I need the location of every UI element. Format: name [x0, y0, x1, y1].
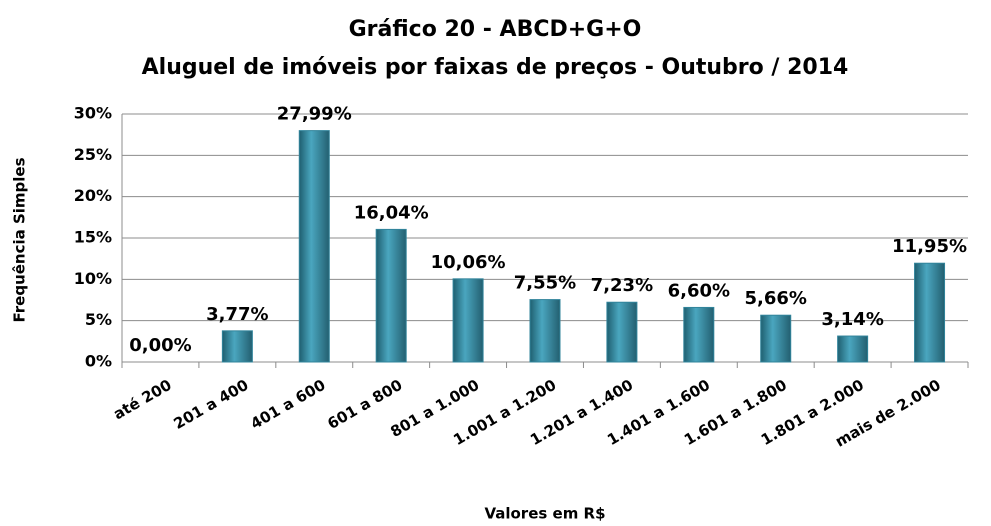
- data-label: 10,06%: [431, 252, 506, 273]
- y-axis-label: Frequência Simples: [11, 157, 29, 322]
- data-label: 6,60%: [668, 280, 730, 301]
- bar: [837, 335, 869, 363]
- bar: [529, 299, 561, 363]
- data-label: 7,55%: [514, 273, 576, 294]
- data-label: 0,00%: [129, 335, 191, 356]
- bar: [221, 330, 253, 363]
- data-label: 7,23%: [591, 275, 653, 296]
- y-tick-label: 0%: [85, 352, 112, 371]
- y-tick-label: 10%: [74, 269, 112, 288]
- x-tick-label: até 200: [110, 376, 174, 424]
- chart-title: Gráfico 20 - ABCD+G+O: [349, 17, 642, 42]
- bar: [760, 314, 792, 363]
- data-label: 16,04%: [354, 202, 429, 223]
- y-tick-label: 30%: [74, 104, 112, 123]
- chart-subtitle: Aluguel de imóveis por faixas de preços …: [142, 55, 849, 80]
- x-axis-label: Valores em R$: [484, 505, 605, 523]
- y-tick-label: 25%: [74, 145, 112, 164]
- x-tick-label: 401 a 600: [247, 376, 328, 433]
- bar: [375, 228, 407, 363]
- bar: [298, 130, 330, 363]
- bar: [452, 278, 484, 363]
- x-tick-label: 201 a 400: [171, 376, 252, 433]
- data-label: 27,99%: [277, 104, 352, 125]
- bar: [606, 301, 638, 363]
- data-label: 5,66%: [745, 288, 807, 309]
- data-label: 3,14%: [821, 309, 883, 330]
- data-label: 3,77%: [206, 304, 268, 325]
- bar: [683, 306, 715, 363]
- y-tick-label: 5%: [85, 310, 112, 329]
- y-tick-label: 15%: [74, 228, 112, 247]
- data-label: 11,95%: [892, 236, 967, 257]
- bar: [914, 262, 946, 363]
- y-tick-label: 20%: [74, 186, 112, 205]
